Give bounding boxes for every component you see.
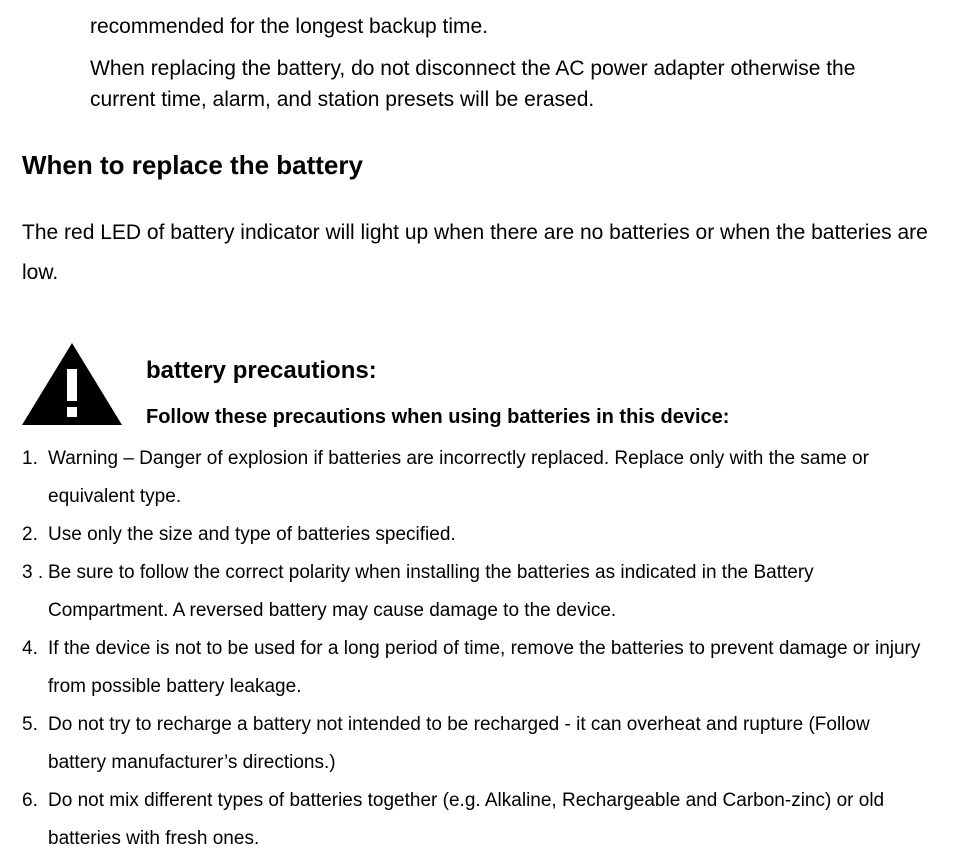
- list-number: 3 .: [22, 554, 48, 630]
- list-number: 5.: [22, 706, 48, 782]
- precautions-subtitle: Follow these precautions when using batt…: [146, 403, 933, 432]
- list-text: If the device is not to be used for a lo…: [48, 630, 933, 706]
- list-item: 5. Do not try to recharge a battery not …: [22, 706, 933, 782]
- list-number: 2.: [22, 516, 48, 554]
- list-item: 6. Do not mix different types of batteri…: [22, 782, 933, 858]
- warning-icon: [22, 343, 122, 432]
- list-number: 1.: [22, 440, 48, 516]
- list-item: 1. Warning – Danger of explosion if batt…: [22, 440, 933, 516]
- intro-line-2: When replacing the battery, do not disco…: [90, 54, 925, 115]
- precautions-list: 1. Warning – Danger of explosion if batt…: [22, 440, 933, 858]
- intro-line-1: recommended for the longest backup time.: [90, 12, 925, 42]
- precautions-title: battery precautions:: [146, 354, 933, 389]
- precautions-header: battery precautions: Follow these precau…: [22, 343, 933, 432]
- list-text: Do not mix different types of batteries …: [48, 782, 933, 858]
- list-number: 6.: [22, 782, 48, 858]
- list-text: Warning – Danger of explosion if batteri…: [48, 440, 933, 516]
- led-indicator-text: The red LED of battery indicator will li…: [22, 213, 933, 293]
- list-item: 4. If the device is not to be used for a…: [22, 630, 933, 706]
- list-number: 4.: [22, 630, 48, 706]
- list-text: Do not try to recharge a battery not int…: [48, 706, 933, 782]
- list-item: 3 . Be sure to follow the correct polari…: [22, 554, 933, 630]
- list-item: 2. Use only the size and type of batteri…: [22, 516, 933, 554]
- list-text: Be sure to follow the correct polarity w…: [48, 554, 933, 630]
- section-heading: When to replace the battery: [22, 147, 933, 185]
- list-text: Use only the size and type of batteries …: [48, 516, 933, 554]
